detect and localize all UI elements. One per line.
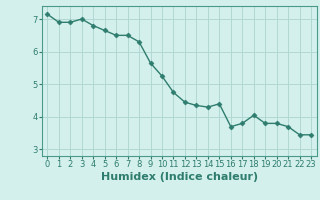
X-axis label: Humidex (Indice chaleur): Humidex (Indice chaleur) (100, 172, 258, 182)
